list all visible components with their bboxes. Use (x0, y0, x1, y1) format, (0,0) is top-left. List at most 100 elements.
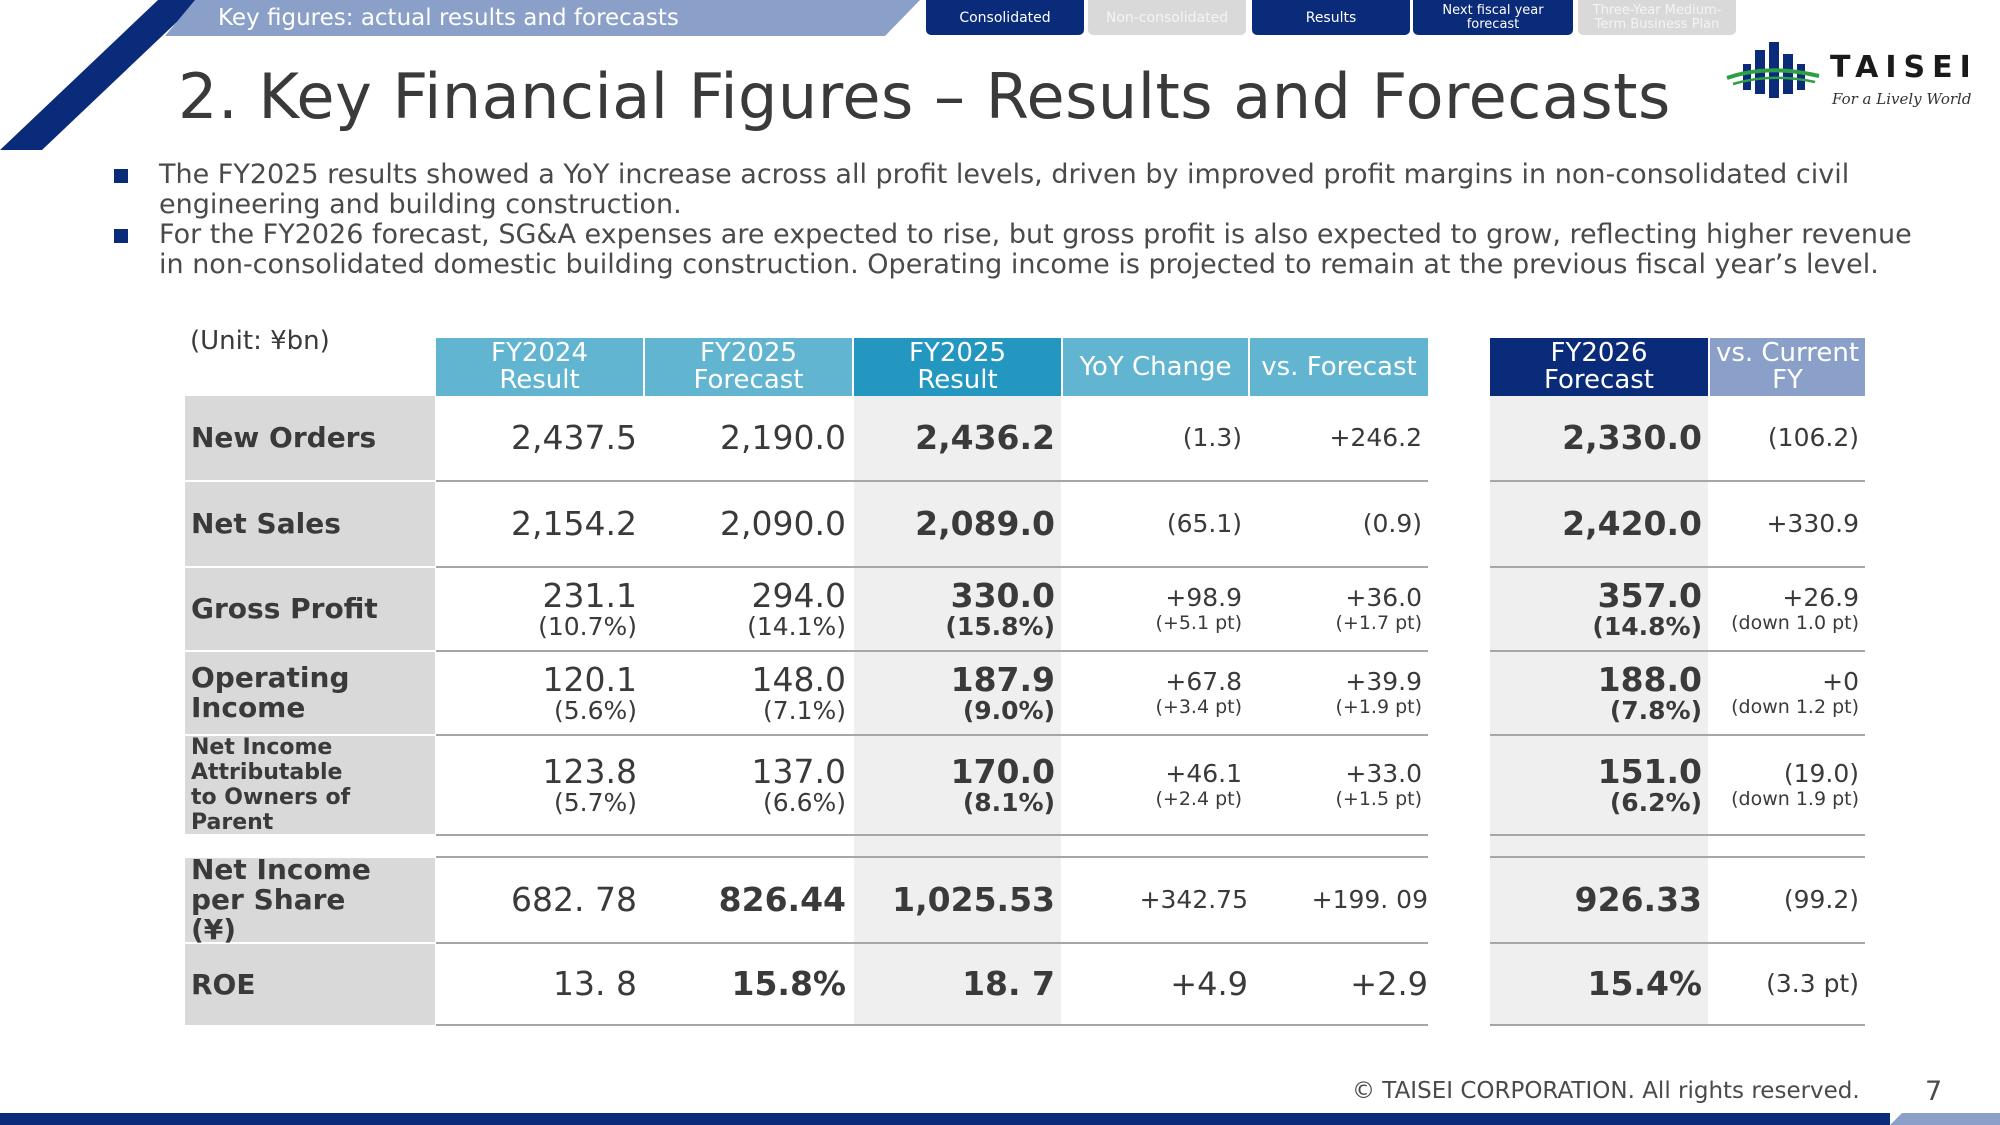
table-cell: 151.0 (6.2%) (1597, 751, 1702, 817)
col-header-vs-current-fy: vs. Current FY (1710, 338, 1865, 396)
tab-consolidated[interactable]: Consolidated (926, 0, 1084, 35)
table-cell: +199. 09 (1311, 885, 1428, 914)
table-cell: 148.0 (7.1%) (751, 659, 846, 725)
row-divider (436, 566, 1428, 568)
table-cell: +0 (down 1.2 pt) (1731, 667, 1859, 719)
table-cell: +2.9 (1350, 965, 1428, 1003)
row-divider (1490, 834, 1865, 836)
table-cell: 2,437.5 (511, 418, 637, 457)
tab-next-fiscal-year-forecast[interactable]: Next fiscal year forecast (1413, 0, 1573, 35)
table-cell: 18. 7 (962, 964, 1055, 1003)
row-divider (436, 942, 1428, 944)
table-cell: +46.1 (+2.4 pt) (1155, 759, 1242, 811)
table-cell: +33.0 (+1.5 pt) (1335, 759, 1422, 811)
copyright-notice: © TAISEI CORPORATION. All rights reserve… (1352, 1078, 1860, 1104)
table-cell: 826.44 (718, 880, 846, 919)
table-cell: (0.9) (1362, 509, 1422, 538)
page-title: 2. Key Financial Figures – Results and F… (178, 60, 1671, 133)
bullet-item: For the FY2026 forecast, SG&A expenses a… (112, 220, 1912, 280)
row-divider (1490, 1024, 1865, 1026)
bullet-square-icon (114, 229, 128, 243)
table-cell: (99.2) (1783, 885, 1859, 914)
row-label-operating-income: Operating Income (185, 652, 435, 734)
col-header-fy2025-forecast: FY2025 Forecast (645, 338, 852, 396)
table-cell: 926.33 (1574, 880, 1702, 919)
table-cell: 330.0 (15.8%) (945, 575, 1055, 641)
table-cell: +26.9 (down 1.0 pt) (1731, 583, 1859, 635)
taisei-logo-icon (1726, 42, 1820, 98)
tab-three-year-plan[interactable]: Three-Year Medium-Term Business Plan (1578, 0, 1736, 35)
table-cell: 231.1 (10.7%) (538, 575, 637, 641)
unit-label: (Unit: ¥bn) (190, 326, 330, 356)
table-cell: +67.8 (+3.4 pt) (1155, 667, 1242, 719)
row-label-gross-profit: Gross Profit (185, 568, 435, 650)
bullet-item: The FY2025 results showed a YoY increase… (112, 160, 1912, 220)
table-cell: (65.1) (1166, 509, 1242, 538)
tab-results[interactable]: Results (1252, 0, 1410, 35)
logo-tagline: For a Lively World (1832, 90, 1972, 108)
row-label-net-sales: Net Sales (185, 482, 435, 566)
row-divider (1490, 480, 1865, 482)
section-label: Key figures: actual results and forecast… (218, 5, 679, 31)
bullet-square-icon (114, 169, 128, 183)
table-cell: 2,330.0 (1562, 418, 1702, 457)
col-header-fy2024-result: FY2024 Result (436, 338, 643, 396)
col-header-yoy-change: YoY Change (1063, 338, 1248, 396)
table-cell: 187.9 (9.0%) (950, 659, 1055, 725)
table-cell: +330.9 (1766, 509, 1859, 538)
row-divider (1490, 734, 1865, 736)
col-header-fy2026-forecast: FY2026 Forecast (1490, 338, 1708, 396)
table-cell: 15.4% (1587, 964, 1703, 1003)
table-cell: 2,089.0 (915, 504, 1055, 543)
row-divider (1490, 650, 1865, 652)
table-cell: 137.0 (6.6%) (751, 751, 846, 817)
table-cell: (19.0) (down 1.9 pt) (1731, 759, 1859, 811)
table-cell: 188.0 (7.8%) (1597, 659, 1702, 725)
tab-non-consolidated[interactable]: Non-consolidated (1088, 0, 1246, 35)
fy2025-result-column-shade (854, 396, 1061, 1025)
table-cell: (3.3 pt) (1766, 969, 1859, 998)
table-cell: 2,154.2 (511, 504, 637, 543)
table-cell: 2,436.2 (915, 418, 1055, 457)
table-cell: 123.8 (5.7%) (542, 751, 637, 817)
table-cell: 170.0 (8.1%) (950, 751, 1055, 817)
col-header-vs-forecast: vs. Forecast (1250, 338, 1428, 396)
row-label-new-orders: New Orders (185, 396, 435, 480)
row-label-net-income-parent: Net Income Attributable to Owners of Par… (185, 735, 435, 835)
table-cell: +36.0 (+1.7 pt) (1335, 583, 1422, 635)
table-cell: 1,025.53 (892, 880, 1055, 919)
row-divider (1490, 566, 1865, 568)
table-cell: +39.9 (+1.9 pt) (1335, 667, 1422, 719)
bullet-list: The FY2025 results showed a YoY increase… (112, 160, 1912, 280)
table-cell: 357.0 (14.8%) (1592, 575, 1702, 641)
row-label-net-income-per-share: Net Income per Share (¥) (185, 855, 435, 945)
table-cell: 2,190.0 (720, 418, 846, 457)
row-divider (436, 650, 1428, 652)
col-header-fy2025-result: FY2025 Result (854, 338, 1061, 396)
table-cell: 2,090.0 (720, 504, 846, 543)
table-cell: (106.2) (1767, 423, 1859, 452)
table-cell: 13. 8 (553, 964, 637, 1003)
row-divider (1490, 856, 1865, 858)
row-divider (436, 480, 1428, 482)
table-cell: (1.3) (1182, 423, 1242, 452)
table-cell: 120.1 (5.6%) (542, 659, 637, 725)
page-number: 7 (1925, 1076, 1943, 1107)
row-divider (1490, 942, 1865, 944)
table-cell: +246.2 (1329, 423, 1422, 452)
table-cell: +4.9 (1170, 965, 1248, 1003)
row-divider (436, 734, 1428, 736)
row-divider (436, 834, 1428, 836)
table-cell: +342.75 (1139, 885, 1248, 914)
fy2026-forecast-column-shade (1490, 396, 1708, 1025)
table-cell: +98.9 (+5.1 pt) (1155, 583, 1242, 635)
bottom-bar-decoration (0, 1113, 2000, 1125)
table-cell: 294.0 (14.1%) (747, 575, 846, 641)
table-cell: 15.8% (731, 964, 847, 1003)
row-divider (436, 1024, 1428, 1026)
logo-wordmark: TAISEI (1830, 50, 1978, 85)
header-band (165, 0, 920, 36)
row-divider (436, 856, 1428, 858)
corner-stripe-decoration (0, 0, 200, 150)
table-cell: 682. 78 (511, 880, 637, 919)
